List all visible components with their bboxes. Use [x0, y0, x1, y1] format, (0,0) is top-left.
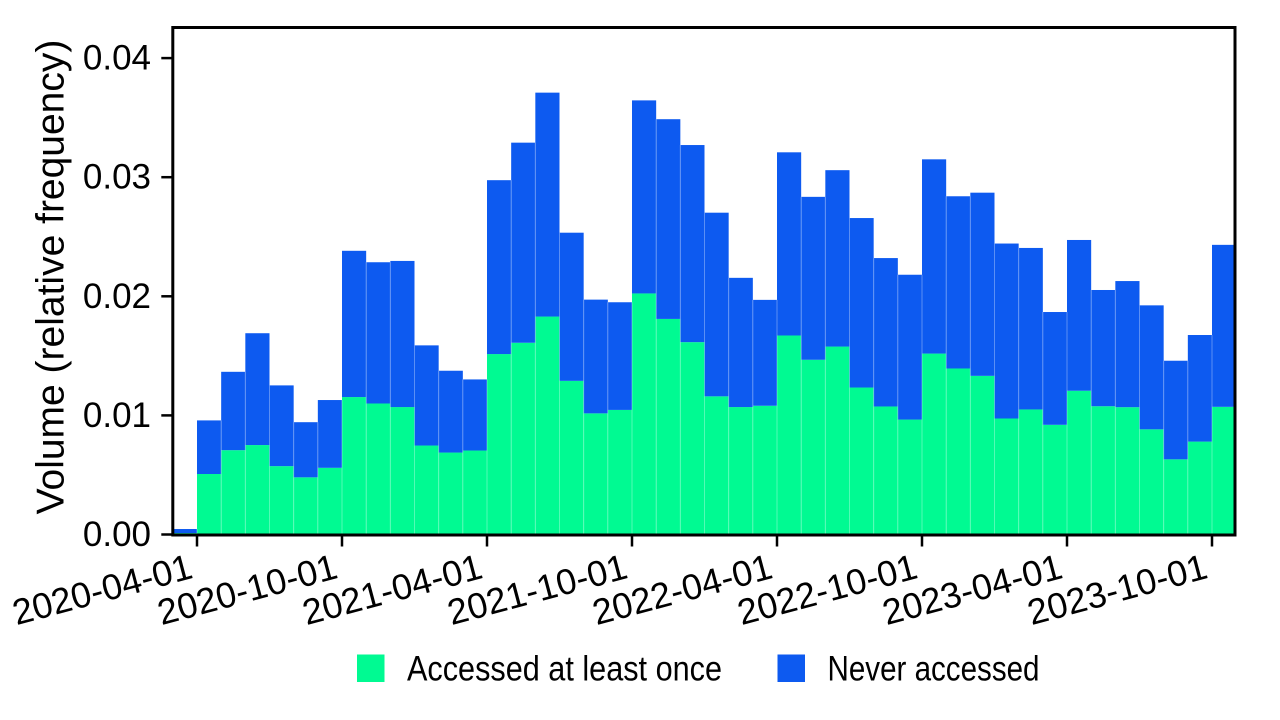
- svg-text:Accessed at least once: Accessed at least once: [407, 650, 722, 689]
- svg-text:0.04: 0.04: [83, 39, 151, 78]
- svg-text:0.00: 0.00: [83, 515, 151, 554]
- svg-text:Never accessed: Never accessed: [828, 650, 1040, 689]
- svg-text:0.03: 0.03: [83, 158, 151, 197]
- svg-text:Volume (relative frequency): Volume (relative frequency): [30, 40, 73, 515]
- svg-text:0.02: 0.02: [83, 277, 151, 316]
- svg-text:0.01: 0.01: [83, 396, 151, 435]
